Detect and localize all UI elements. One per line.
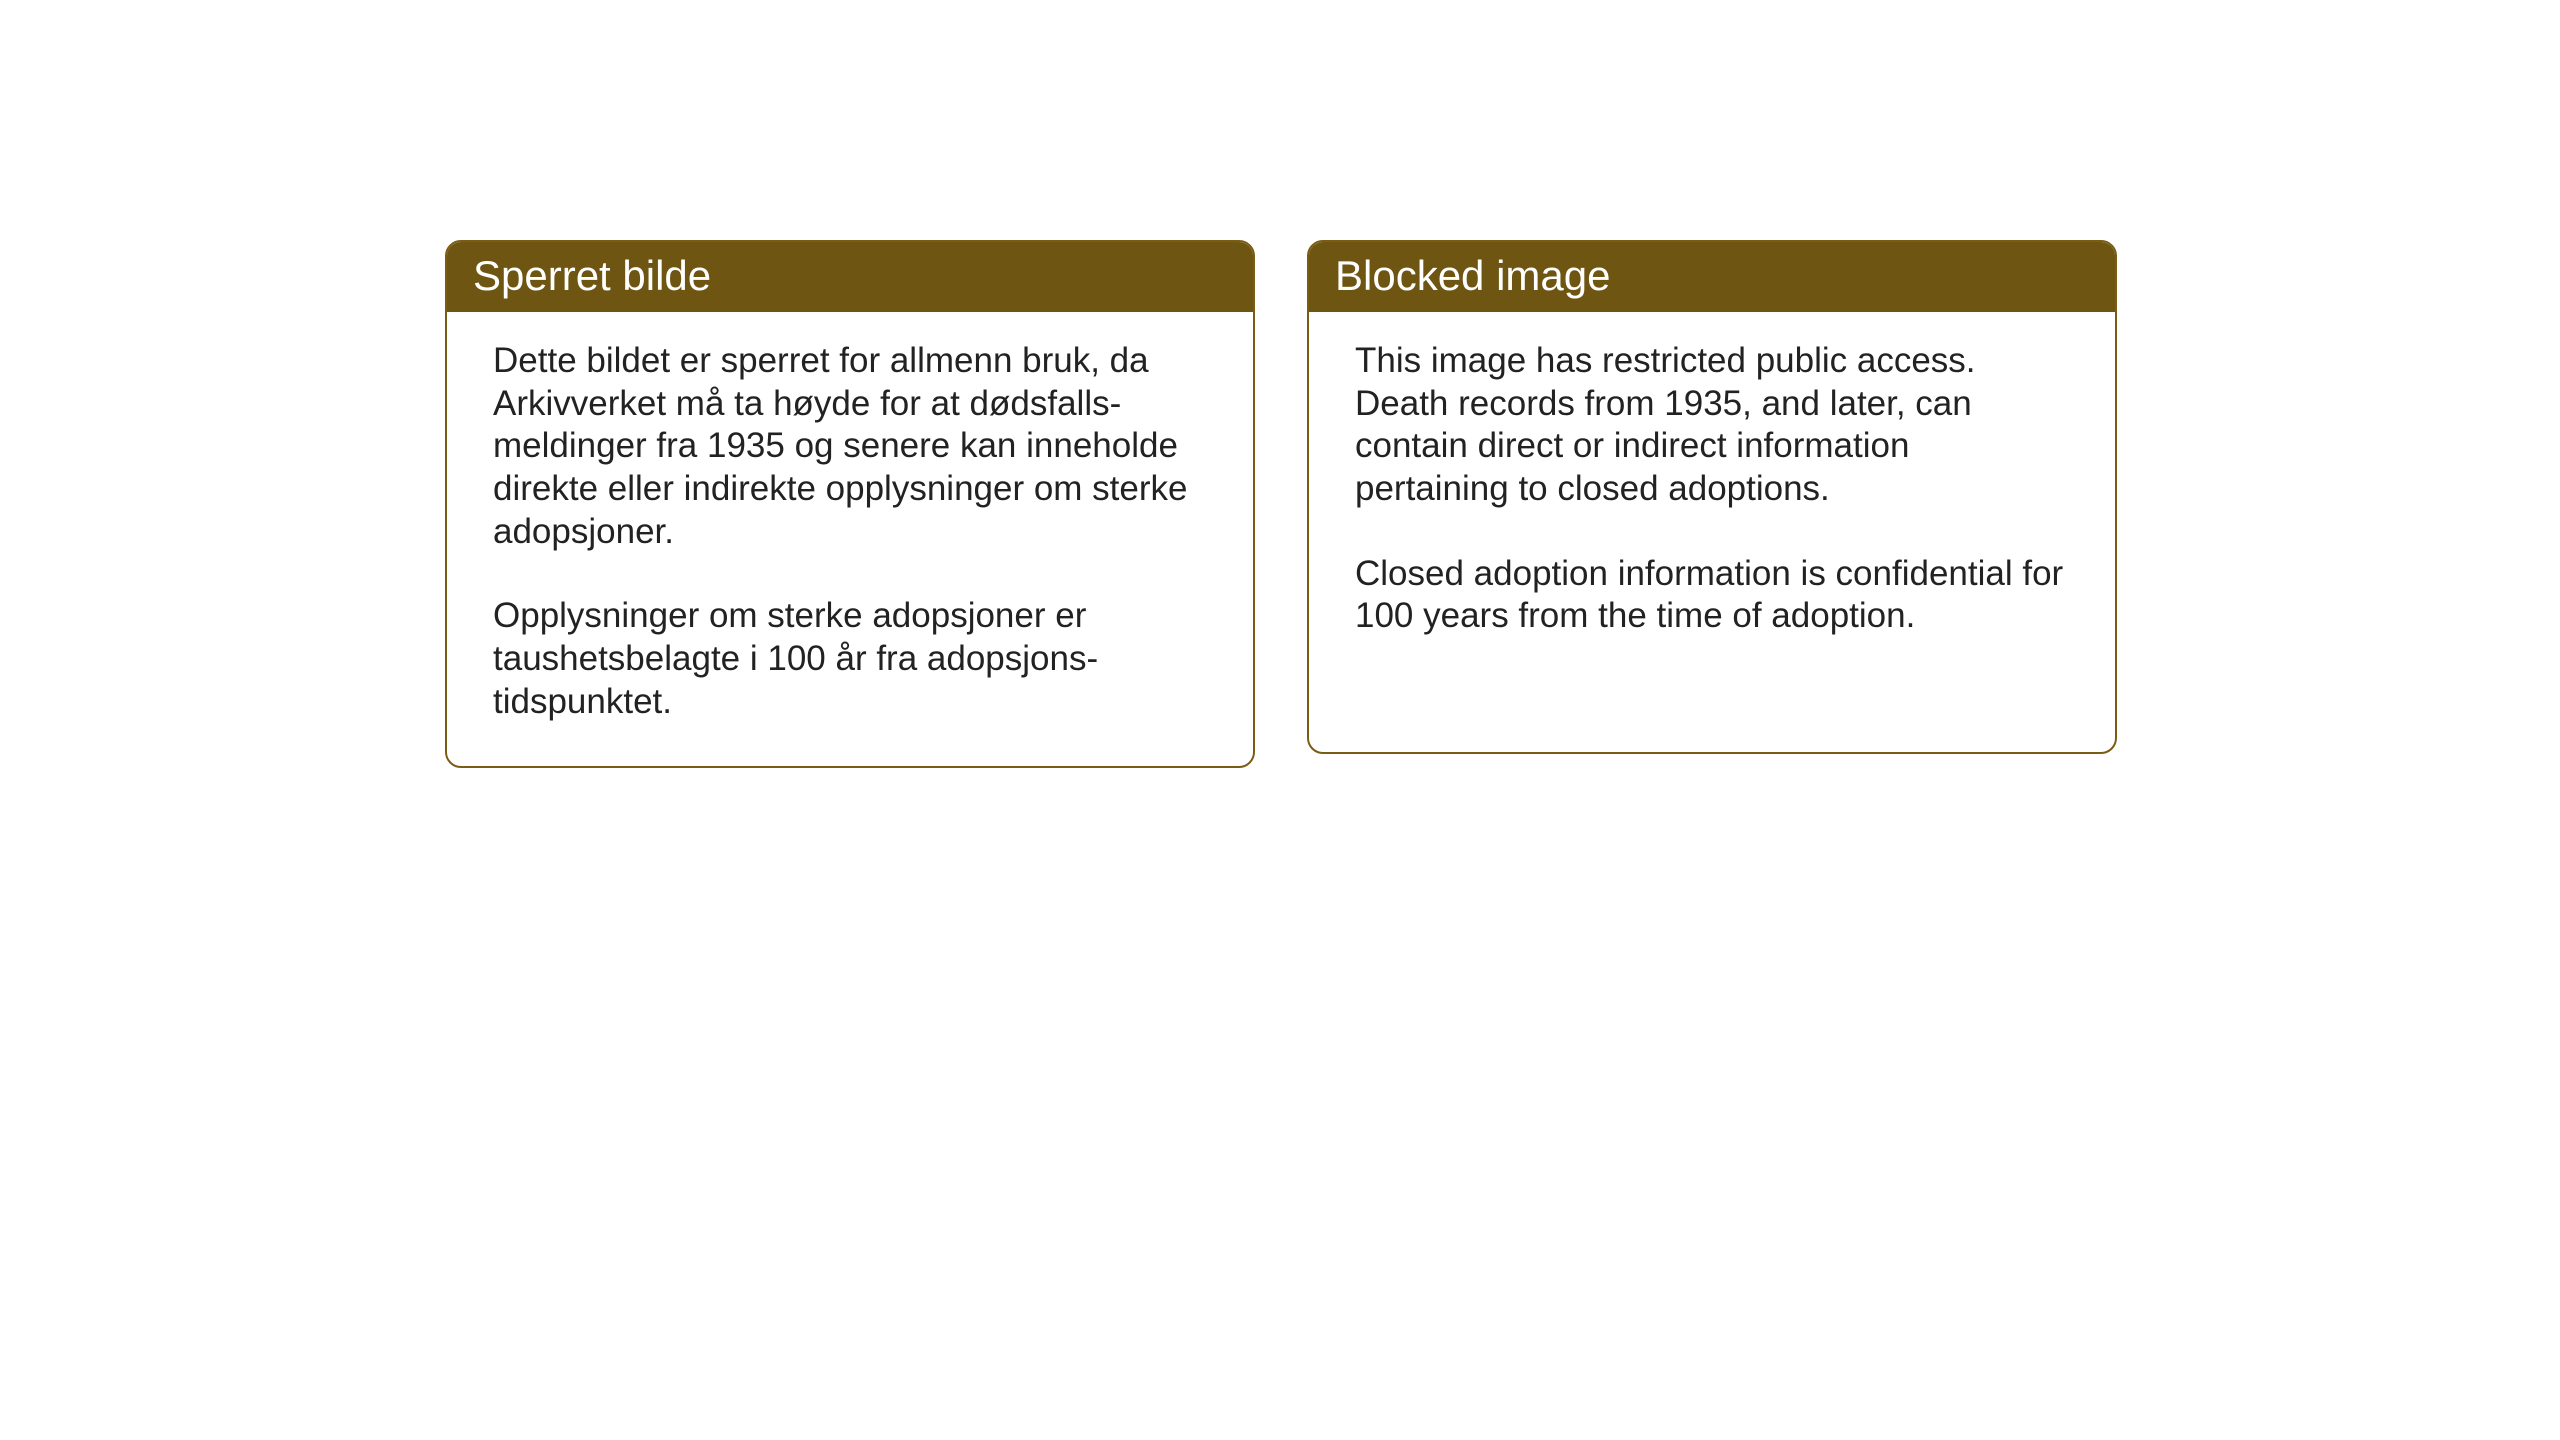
card-header-norwegian: Sperret bilde <box>447 242 1253 312</box>
card-body-english: This image has restricted public access.… <box>1309 312 2115 680</box>
notice-card-english: Blocked image This image has restricted … <box>1307 240 2117 754</box>
card-body-norwegian: Dette bildet er sperret for allmenn bruk… <box>447 312 1253 766</box>
card-title-english: Blocked image <box>1335 252 1610 299</box>
paragraph-2-english: Closed adoption information is confident… <box>1355 553 2069 638</box>
card-header-english: Blocked image <box>1309 242 2115 312</box>
paragraph-2-norwegian: Opplysninger om sterke adopsjoner er tau… <box>493 595 1207 723</box>
paragraph-1-english: This image has restricted public access.… <box>1355 340 2069 511</box>
notice-card-norwegian: Sperret bilde Dette bildet er sperret fo… <box>445 240 1255 768</box>
notice-container: Sperret bilde Dette bildet er sperret fo… <box>445 240 2117 768</box>
paragraph-1-norwegian: Dette bildet er sperret for allmenn bruk… <box>493 340 1207 553</box>
card-title-norwegian: Sperret bilde <box>473 252 711 299</box>
